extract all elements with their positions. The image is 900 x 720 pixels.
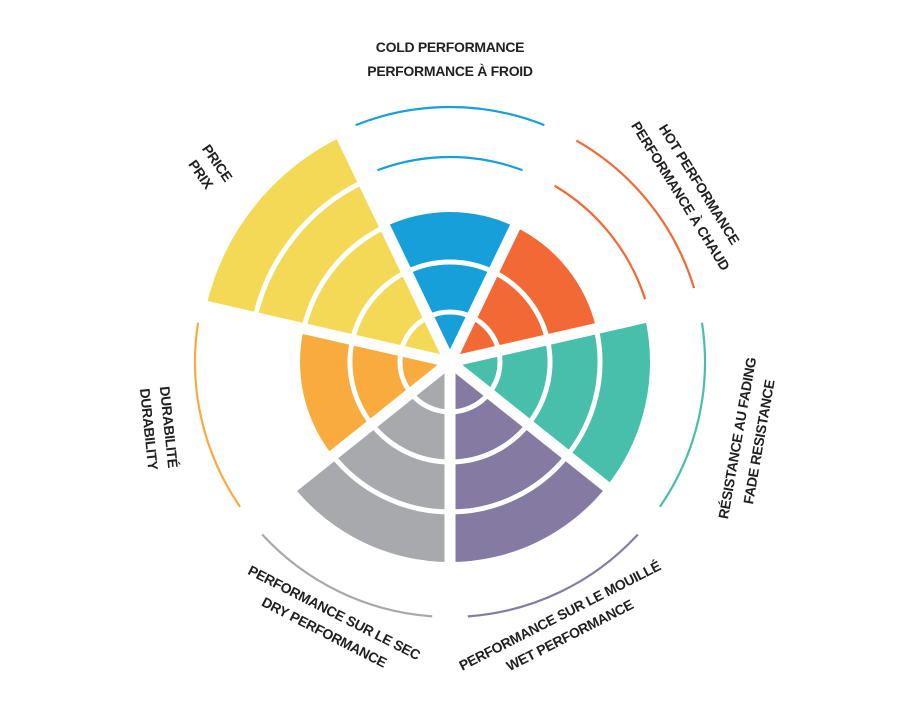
grid-ring bbox=[449, 422, 531, 465]
outer-scale-arc bbox=[659, 322, 707, 508]
label-wet: PERFORMANCE SUR LE MOUILLÉ WET PERFORMAN… bbox=[456, 558, 663, 675]
outer-scale-arc bbox=[467, 533, 639, 618]
grid-ring bbox=[405, 259, 495, 275]
grid-ring bbox=[350, 269, 408, 341]
grid-ring bbox=[565, 328, 603, 458]
grid-ring bbox=[330, 453, 451, 515]
outer-scale-arc bbox=[261, 533, 433, 618]
scale-arcs bbox=[193, 105, 707, 618]
label-dry: PERFORMANCE SUR LE SEC DRY PERFORMANCE bbox=[246, 562, 424, 671]
label-wet-fr: PERFORMANCE SUR LE MOUILLÉ bbox=[456, 558, 663, 674]
sector-separator bbox=[446, 357, 665, 535]
sector-separator bbox=[445, 116, 573, 365]
label-hot: HOT PERFORMANCE PERFORMANCE À CHAUD bbox=[628, 118, 743, 273]
label-fade: RÉSISTANCE AU FADING FADE RESISTANCE bbox=[715, 356, 778, 520]
sector-separator bbox=[185, 296, 452, 368]
inner-scale-arc bbox=[554, 184, 647, 300]
sector-6 bbox=[206, 136, 450, 362]
sector-5 bbox=[299, 328, 450, 456]
grid-overlay bbox=[185, 116, 715, 632]
inner-scale-arc bbox=[377, 155, 523, 172]
label-durability: DURABILITÉ DURABILITY bbox=[137, 386, 181, 472]
grid-ring bbox=[449, 453, 570, 515]
sector-0 bbox=[384, 212, 516, 362]
grid-ring bbox=[301, 224, 387, 330]
sector-4 bbox=[293, 362, 450, 562]
outer-scale-arc bbox=[193, 322, 241, 508]
grid-ring bbox=[526, 339, 553, 426]
grid-ring bbox=[347, 339, 374, 426]
label-cold: COLD PERFORMANCE PERFORMANCE À FROID bbox=[367, 39, 533, 79]
outer-scale-arc bbox=[575, 139, 696, 289]
sector-separator bbox=[327, 116, 455, 365]
grid-ring bbox=[369, 422, 451, 465]
sector-separator bbox=[448, 296, 715, 368]
label-cold-fr: PERFORMANCE À FROID bbox=[367, 63, 533, 79]
grid-ring bbox=[492, 269, 550, 341]
label-price: PRICE PRIX bbox=[185, 141, 235, 192]
grid-ring bbox=[252, 179, 365, 319]
sector-separator bbox=[235, 357, 454, 535]
label-cold-en: COLD PERFORMANCE bbox=[376, 39, 524, 55]
sector-3 bbox=[450, 362, 607, 562]
outer-scale-arc bbox=[355, 105, 545, 127]
label-durability-en: DURABILITY bbox=[137, 388, 162, 472]
